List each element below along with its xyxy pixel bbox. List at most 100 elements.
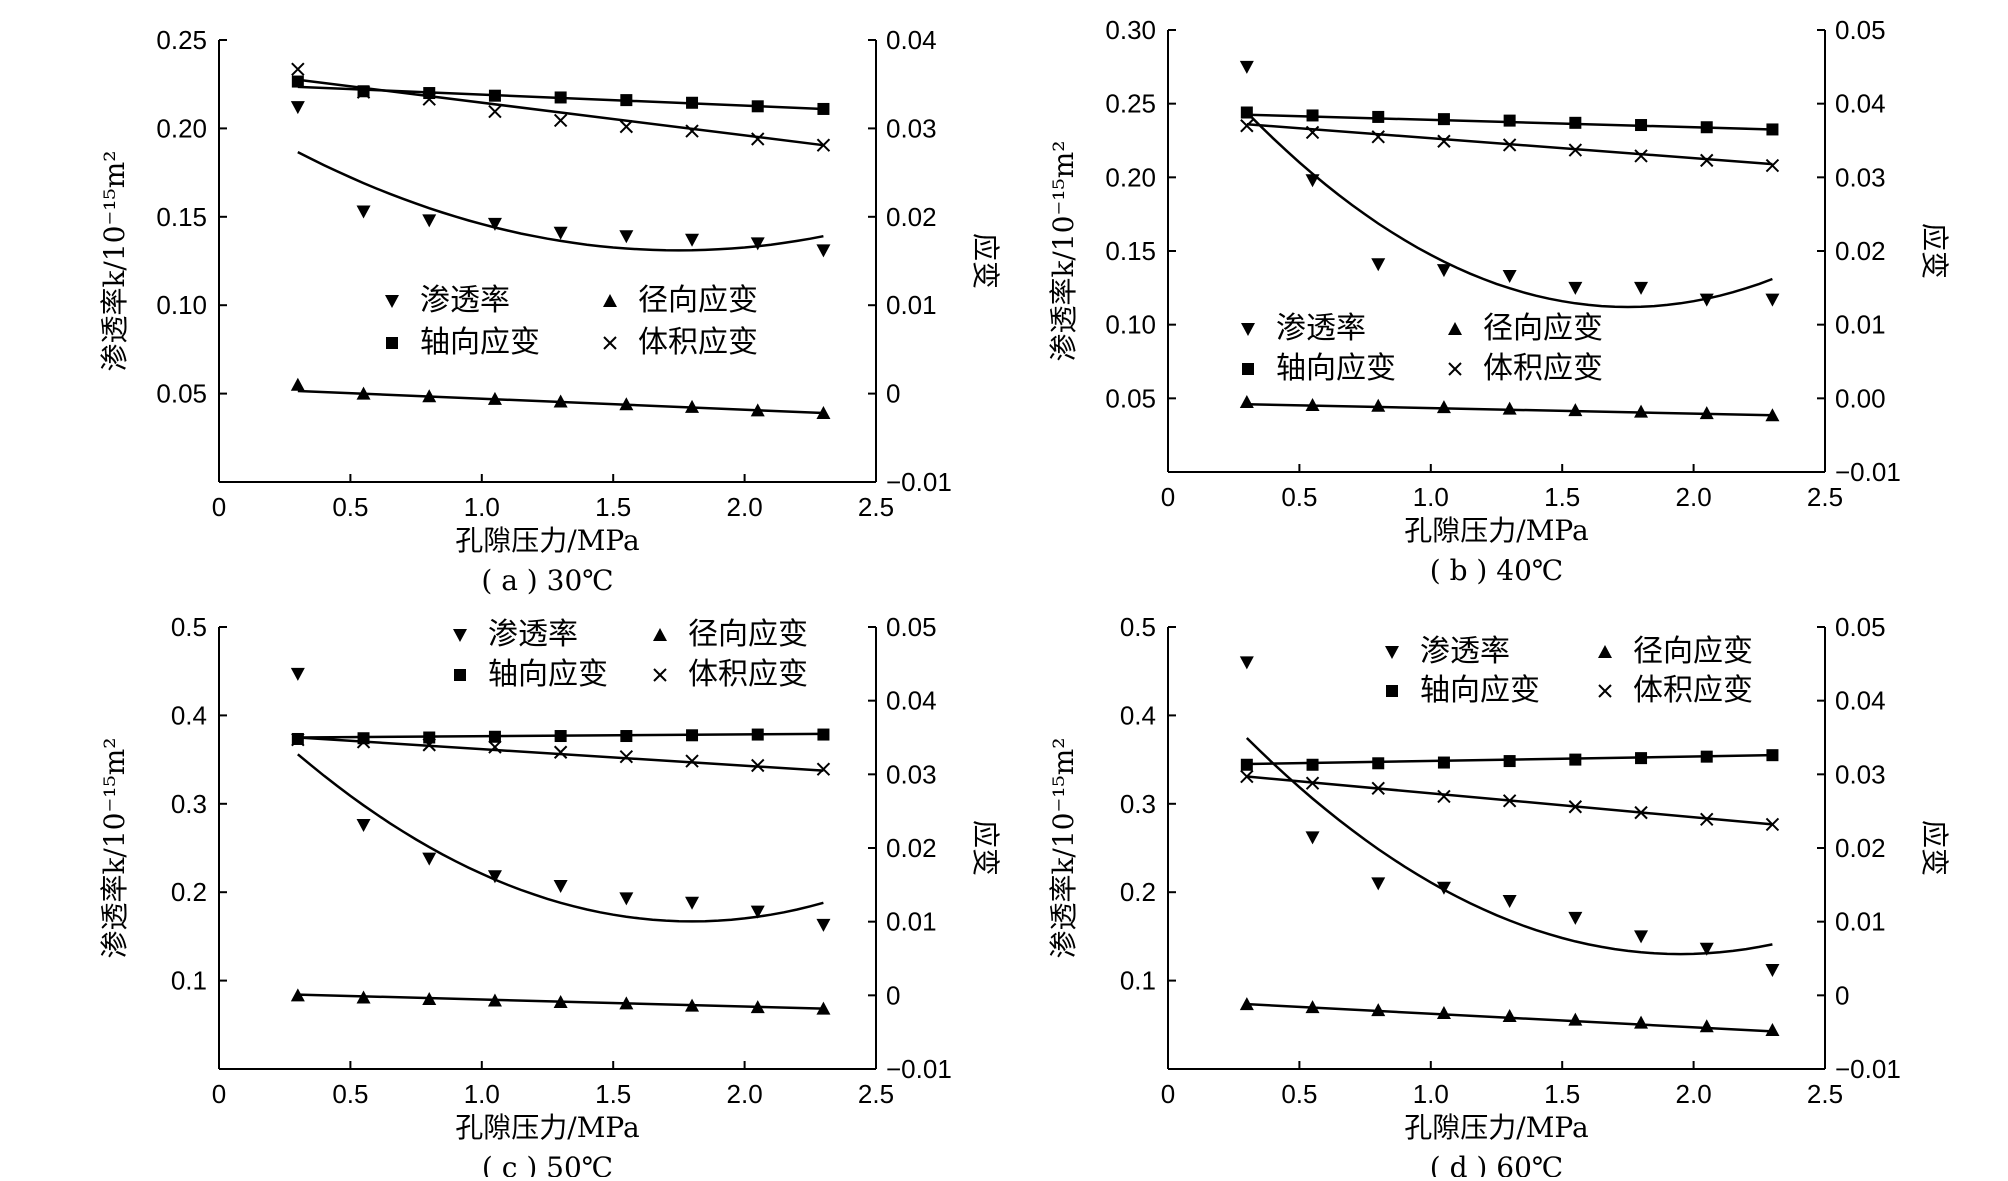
data-point-triangle-down [1699, 942, 1714, 956]
data-point-cross [1371, 130, 1385, 144]
x-tick-label: 0 [212, 492, 226, 522]
legend-marker [1242, 363, 1254, 375]
data-point-square [1766, 123, 1779, 136]
y2-tick-label: 0.05 [1835, 612, 1886, 642]
data-point-cross [1568, 800, 1583, 814]
legend-label: 体积应变 [1483, 351, 1603, 386]
data-point-triangle-down [1239, 60, 1254, 74]
data-point-triangle-up [1634, 1015, 1649, 1029]
data-point-triangle-up [1699, 406, 1714, 420]
chart-panel-4: 0 0.5 1.0 1.5 2.0 2.5 0.1 0.2 0.3 0.4 0.5 0.05 0.04 0… [1047, 612, 1951, 1181]
panel-caption: ( a ) 30℃ [481, 564, 613, 597]
data-point-square [620, 730, 633, 743]
data-point-triangle-up [1699, 1019, 1714, 1033]
panel-caption: ( b ) 40℃ [1430, 554, 1563, 587]
legend-marker [653, 628, 667, 641]
data-point-triangle-up [816, 406, 831, 420]
data-point-square [1437, 756, 1450, 769]
legend-label: 体积应变 [688, 657, 808, 692]
x-tick-label: 2.5 [858, 1079, 894, 1109]
legend-marker [454, 669, 466, 681]
y2-tick-label: 0.03 [1835, 162, 1886, 192]
data-point-square [1503, 755, 1516, 768]
panel-caption: ( c ) 50℃ [482, 1151, 613, 1177]
data-point-triangle-down [1305, 831, 1320, 845]
x-tick-label: 1.5 [1544, 1079, 1580, 1109]
y2-tick-label: 0.02 [886, 202, 937, 232]
fit-curve-permeability [1245, 737, 1773, 956]
x-tick-label: 2.0 [727, 1079, 763, 1109]
data-point-cross [751, 132, 765, 146]
fit-curve-permeability [297, 150, 824, 252]
data-point-triangle-down [1239, 656, 1254, 670]
data-point-triangle-up [290, 988, 305, 1002]
data-point-triangle-down [290, 101, 305, 115]
x-tick-label: 1.0 [464, 1079, 500, 1109]
x-tick-label: 0.5 [1281, 1079, 1317, 1109]
legend-label: 径向应变 [1483, 311, 1603, 346]
y-tick-label: 0.4 [1120, 700, 1156, 730]
y2-axis-label: 应变 [1918, 223, 1951, 279]
data-point-triangle-down [685, 896, 700, 910]
x-tick-label: 1.5 [595, 1079, 631, 1109]
legend-label: 渗透率 [420, 283, 510, 318]
data-point-square [488, 89, 501, 102]
legend-label: 渗透率 [488, 617, 578, 652]
data-point-cross [1240, 119, 1254, 133]
data-point-triangle-down [1634, 281, 1649, 295]
data-point-cross [685, 124, 699, 138]
data-point-cross [1568, 143, 1583, 157]
y-tick-label: 0.25 [1105, 89, 1156, 119]
y-tick-label: 0.3 [1120, 789, 1156, 819]
y2-tick-label: 0.01 [1835, 907, 1886, 937]
legend-label: 轴向应变 [1420, 673, 1540, 708]
data-point-triangle-up [1305, 1000, 1320, 1014]
data-point-square [488, 730, 501, 743]
data-point-cross [291, 62, 305, 76]
y-tick-label: 0.10 [1105, 310, 1156, 340]
x-axis-label: 孔隙压力/MPa [1404, 1111, 1588, 1144]
data-point-square [1306, 758, 1319, 771]
data-point-triangle-up [422, 389, 437, 403]
data-point-triangle-down [619, 230, 634, 244]
data-point-triangle-down [290, 667, 305, 681]
y2-tick-label: 0.03 [1835, 759, 1886, 789]
y2-tick-label: 0.02 [1835, 236, 1886, 266]
data-point-triangle-up [1765, 408, 1780, 422]
data-point-triangle-down [1371, 877, 1386, 891]
y-tick-label: 0.1 [1120, 966, 1156, 996]
data-point-cross [291, 733, 305, 747]
data-point-cross [422, 92, 436, 106]
y2-axis-label: 应变 [1918, 820, 1951, 876]
data-point-triangle-up [487, 391, 502, 405]
legend-marker [1385, 646, 1399, 659]
data-point-triangle-down [1568, 281, 1583, 295]
data-point-triangle-down [487, 870, 502, 884]
data-point-cross [1700, 153, 1714, 168]
data-point-triangle-down [1699, 293, 1714, 307]
data-point-triangle-down [750, 237, 765, 251]
fit-line [297, 78, 824, 147]
data-point-triangle-up [750, 403, 765, 417]
data-point-triangle-up [487, 993, 502, 1007]
data-point-triangle-down [750, 905, 765, 919]
data-point-triangle-up [1765, 1022, 1780, 1036]
data-point-cross [553, 745, 568, 759]
data-point-triangle-down [422, 852, 437, 866]
data-point-cross [1634, 149, 1648, 163]
data-point-triangle-down [1371, 258, 1386, 272]
y-tick-label: 0.2 [171, 877, 207, 907]
data-point-square [1240, 758, 1253, 771]
x-tick-label: 0 [1161, 1079, 1175, 1109]
data-point-triangle-down [356, 819, 371, 833]
legend-marker [1241, 323, 1255, 336]
data-point-triangle-down [1436, 881, 1451, 895]
data-point-triangle-up [685, 998, 700, 1012]
data-point-cross [553, 113, 568, 128]
x-axis-label: 孔隙压力/MPa [1404, 514, 1588, 547]
data-point-triangle-up [1371, 1003, 1386, 1017]
data-point-cross [1765, 158, 1780, 173]
data-point-square [554, 730, 567, 743]
data-point-square [1306, 109, 1319, 122]
data-point-triangle-up [1568, 1012, 1583, 1026]
